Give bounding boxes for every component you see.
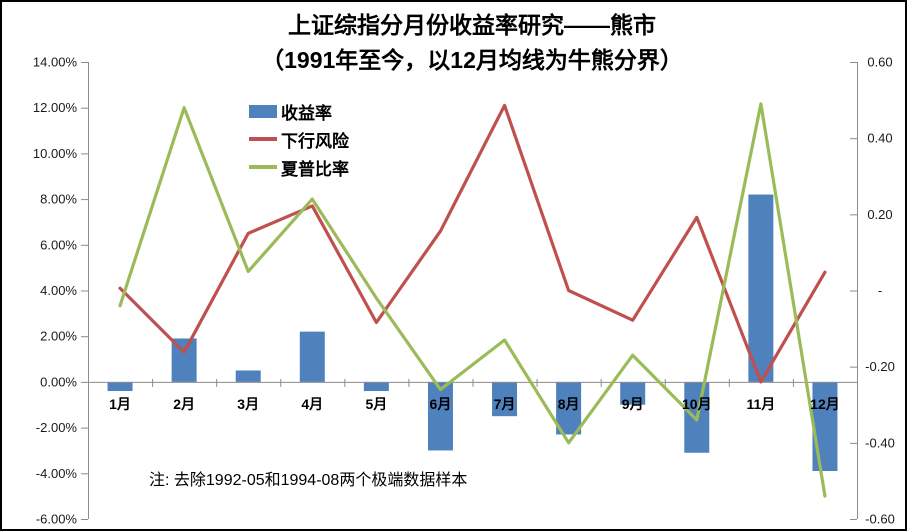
chart-title-line2: （1991年至今，以12月均线为牛熊分界） — [261, 47, 683, 73]
left-axis-tick-label: 12.00% — [33, 100, 78, 115]
left-axis-tick-label: 2.00% — [40, 329, 77, 344]
legend-label-sharpe-ratio: 夏普比率 — [281, 159, 349, 179]
right-axis-tick-label: 0.40 — [867, 131, 892, 146]
category-label-4月: 4月 — [301, 396, 323, 412]
category-label-7月: 7月 — [494, 396, 516, 412]
bar-12月 — [812, 381, 838, 472]
bar-1月 — [107, 381, 133, 392]
category-label-8月: 8月 — [558, 396, 580, 412]
category-label-3月: 3月 — [237, 396, 259, 412]
legend-swatch-sharpe-ratio-icon — [249, 165, 277, 169]
bar-7月 — [492, 381, 518, 417]
bar-4月 — [299, 331, 325, 382]
left-axis-tick-label: -6.00% — [36, 512, 78, 527]
bar-9月 — [620, 381, 646, 405]
legend-label-returns: 收益率 — [281, 103, 332, 123]
sharpe-ratio-line — [118, 102, 827, 498]
left-axis-tick-label: -2.00% — [36, 420, 78, 435]
left-axis-tick-label: 0.00% — [40, 374, 77, 389]
left-axis-tick-label: 8.00% — [40, 192, 77, 207]
bar-8月 — [556, 381, 582, 435]
category-label-11月: 11月 — [746, 396, 775, 412]
right-axis-tick-label: -0.20 — [865, 359, 895, 374]
right-axis-tick-label: -0.60 — [865, 512, 895, 527]
category-label-1月: 1月 — [109, 396, 131, 412]
bar-11月 — [748, 194, 774, 382]
legend-item-returns: 收益率 — [249, 97, 349, 125]
legend-item-downside-risk: 下行风险 — [249, 125, 349, 153]
legend-item-sharpe-ratio: 夏普比率 — [249, 153, 349, 181]
footnote: 注: 去除1992-05和1994-08两个极端数据样本 — [149, 472, 468, 489]
left-axis-tick-label: 10.00% — [33, 146, 78, 161]
category-label-9月: 9月 — [622, 396, 644, 412]
left-axis-tick-label: 14.00% — [33, 55, 78, 70]
legend-swatch-downside-risk-icon — [249, 137, 277, 141]
downside-risk-line — [118, 103, 827, 384]
bar-3月 — [235, 370, 261, 382]
chart-title-line1: 上证综指分月份收益率研究——熊市 — [288, 12, 656, 38]
category-label-5月: 5月 — [365, 396, 387, 412]
left-axis-tick-label: -4.00% — [36, 466, 78, 481]
right-axis-tick-label: -0.40 — [865, 435, 895, 450]
legend-label-downside-risk: 下行风险 — [281, 131, 349, 151]
category-label-12月: 12月 — [810, 396, 840, 412]
category-label-10月: 10月 — [682, 396, 712, 412]
right-axis-tick-label: 0.20 — [867, 207, 892, 222]
bar-5月 — [363, 381, 389, 392]
left-axis-tick-label: 4.00% — [40, 283, 77, 298]
legend: 收益率 下行风险 夏普比率 — [249, 97, 349, 181]
category-label-2月: 2月 — [173, 396, 195, 412]
bar-6月 — [427, 381, 453, 451]
chart-title: 上证综指分月份收益率研究——熊市 （1991年至今，以12月均线为牛熊分界） — [39, 8, 905, 78]
right-axis-tick-label: 0.60 — [867, 55, 892, 70]
category-label-6月: 6月 — [430, 396, 452, 412]
right-axis-tick-label: - — [878, 283, 882, 298]
left-axis-tick-label: 6.00% — [40, 237, 77, 252]
legend-swatch-returns-icon — [249, 104, 277, 118]
